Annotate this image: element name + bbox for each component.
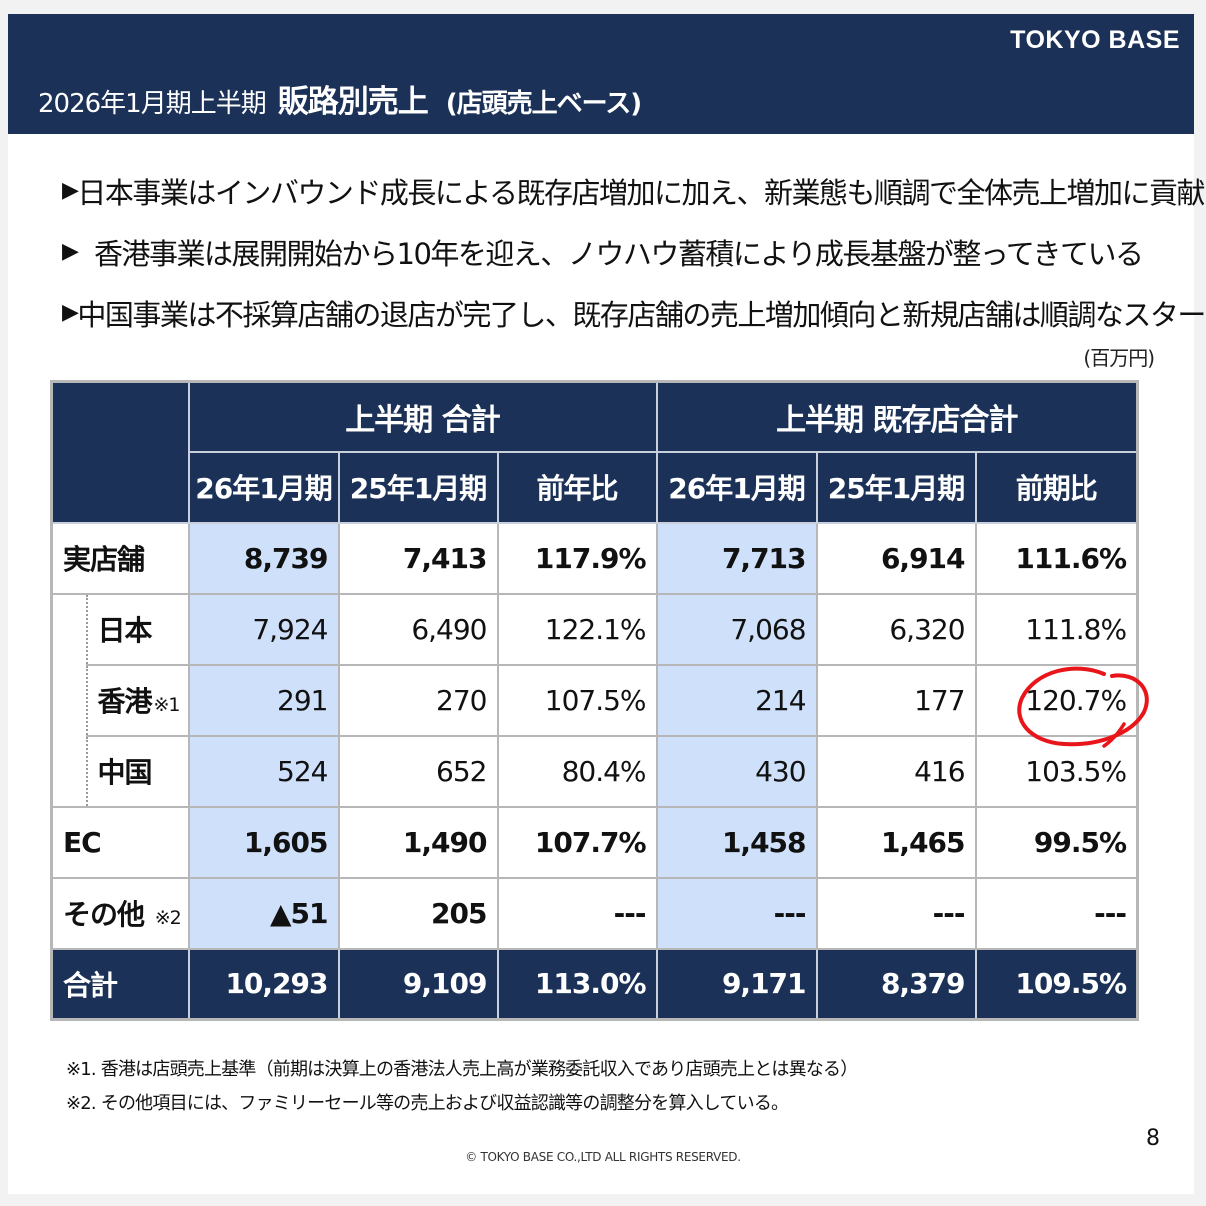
bullet-text: 日本事業はインバウンド成長による既存店増加に加え、新業態も順調で全体売上増加に貢… — [77, 175, 1205, 210]
table-cell: 652 — [337, 734, 499, 808]
table-cell: 9,171 — [655, 947, 818, 1021]
table-cell: 524 — [187, 734, 340, 808]
bullet-item: ▶ 中国事業は不採算店舗の退店が完了し、既存店舗の売上増加傾向と新規店舗は順調な… — [62, 282, 1206, 343]
table-corner-cell — [50, 380, 190, 524]
row-label: 香港 ※1 — [85, 663, 190, 737]
row-label: 中国 — [85, 734, 190, 808]
bullet-text: 香港事業は展開開始から10年を迎え、ノウハウ蓄積により成長基盤が整ってきている — [94, 236, 1144, 271]
table-row: 中国 524 652 80.4% 430 416 103.5% — [52, 734, 1139, 808]
title-main: 販路別売上 — [277, 84, 429, 120]
brand-logo: TOKYO BASE — [1010, 26, 1180, 54]
table-cell: --- — [815, 876, 977, 950]
group-header-total: 上半期 合計 — [187, 380, 658, 453]
table-cell: ▲51 — [187, 876, 340, 950]
column-header: 26年1月期 — [655, 450, 818, 524]
table-cell: --- — [655, 876, 818, 950]
table-cell: 430 — [655, 734, 818, 808]
row-label: 実店舗 — [50, 521, 190, 595]
table-cell: 8,739 — [187, 521, 340, 595]
table-cell: 1,465 — [815, 805, 977, 879]
table-cell: 107.5% — [496, 663, 658, 737]
row-label-text: その他 — [63, 898, 145, 931]
table-cell: 113.0% — [496, 947, 658, 1021]
footnote: ※1. 香港は店頭売上基準（前期は決算上の香港法人売上高が業務委託収入であり店頭… — [66, 1059, 858, 1080]
table-row: 実店舗 8,739 7,413 117.9% 7,713 6,914 111.6… — [50, 521, 1139, 595]
table-cell: 214 — [655, 663, 818, 737]
table-cell: 7,924 — [187, 592, 340, 666]
table-cell: 80.4% — [496, 734, 658, 808]
table-cell: 103.5% — [974, 734, 1139, 808]
table-cell: 6,914 — [815, 521, 977, 595]
table-cell: 109.5% — [974, 947, 1139, 1021]
table-column-header-row: 26年1月期 25年1月期 前年比 26年1月期 25年1月期 前期比 — [52, 450, 1139, 524]
table-cell: --- — [496, 876, 658, 950]
column-header: 前年比 — [496, 450, 658, 524]
indent-spacer — [50, 593, 87, 807]
unit-label: (百万円) — [1083, 346, 1155, 370]
row-label: 日本 — [85, 592, 190, 666]
table-cell: 7,068 — [655, 592, 818, 666]
table-cell: 99.5% — [974, 805, 1139, 879]
table-cell: 291 — [187, 663, 340, 737]
table-cell: 107.7% — [496, 805, 658, 879]
footnote: ※2. その他項目には、ファミリーセール等の売上および収益認識等の調整分を算入し… — [66, 1093, 789, 1114]
footnotes: ※1. 香港は店頭売上基準（前期は決算上の香港法人売上高が業務委託収入であり店頭… — [66, 1056, 858, 1124]
triangle-right-icon: ▶ — [62, 239, 79, 264]
table-cell: 9,109 — [337, 947, 499, 1021]
sales-table: 上半期 合計 上半期 既存店合計 26年1月期 25年1月期 前年比 26年1月… — [50, 380, 1140, 1021]
copyright: © TOKYO BASE CO.,LTD ALL RIGHTS RESERVED… — [465, 1150, 741, 1164]
table-cell: 7,713 — [655, 521, 818, 595]
table-cell: 177 — [815, 663, 977, 737]
header-bar: TOKYO BASE 2026年1月期上半期 販路別売上 (店頭売上ベース) — [8, 14, 1194, 134]
table-row: 日本 7,924 6,490 122.1% 7,068 6,320 111.8% — [50, 592, 1139, 807]
table-cell: 10,293 — [187, 947, 340, 1021]
bullet-list: ▶ 日本事業はインバウンド成長による既存店増加に加え、新業態も順調で全体売上増加… — [62, 160, 1206, 343]
row-label: その他 ※2 — [50, 876, 190, 950]
page-title: 2026年1月期上半期 販路別売上 (店頭売上ベース) — [38, 76, 642, 121]
row-label-text: 香港 — [97, 685, 153, 718]
table-cell: 1,458 — [655, 805, 818, 879]
table-row: EC 1,605 1,490 107.7% 1,458 1,465 99.5% — [50, 805, 1139, 879]
bullet-text: 中国事業は不採算店舗の退店が完了し、既存店舗の売上増加傾向と新規店舗は順調なスタ… — [77, 297, 1206, 332]
table-cell: 7,413 — [337, 521, 499, 595]
row-label: EC — [50, 805, 190, 879]
table-cell: 205 — [337, 876, 499, 950]
table-cell: 122.1% — [496, 592, 658, 666]
title-prefix: 2026年1月期上半期 — [38, 89, 267, 119]
column-header: 25年1月期 — [337, 450, 499, 524]
table-row: 香港 ※1 291 270 107.5% 214 177 120.7% — [52, 663, 1139, 737]
table-cell: 111.8% — [974, 592, 1139, 666]
table-cell: 1,490 — [337, 805, 499, 879]
page-number: 8 — [1146, 1126, 1160, 1151]
title-sub: (店頭売上ベース) — [445, 89, 642, 119]
bullet-item: ▶ 日本事業はインバウンド成長による既存店増加に加え、新業態も順調で全体売上増加… — [62, 160, 1206, 221]
note-mark: ※2 — [154, 907, 182, 929]
table-group-header-row: 上半期 合計 上半期 既存店合計 — [50, 380, 1139, 524]
group-header-existing: 上半期 既存店合計 — [655, 380, 1139, 453]
table-cell: 270 — [337, 663, 499, 737]
table-cell: --- — [974, 876, 1139, 950]
bullet-item: ▶ 香港事業は展開開始から10年を迎え、ノウハウ蓄積により成長基盤が整ってきてい… — [62, 221, 1172, 282]
table-cell: 117.9% — [496, 521, 658, 595]
column-header: 25年1月期 — [815, 450, 977, 524]
table-row: その他 ※2 ▲51 205 --- --- --- --- — [50, 876, 1139, 950]
triangle-right-icon: ▶ — [62, 178, 79, 203]
row-label: 合計 — [50, 947, 190, 1021]
note-mark: ※1 — [153, 694, 181, 716]
column-header: 前期比 — [974, 450, 1139, 524]
table-total-row: 合計 10,293 9,109 113.0% 9,171 8,379 109.5… — [50, 947, 1139, 1021]
table-cell: 1,605 — [187, 805, 340, 879]
table-cell: 111.6% — [974, 521, 1139, 595]
table-cell: 6,320 — [815, 592, 977, 666]
table-cell: 120.7% — [974, 663, 1139, 737]
table-cell: 8,379 — [815, 947, 977, 1021]
triangle-right-icon: ▶ — [62, 300, 79, 325]
table-cell: 6,490 — [337, 592, 499, 666]
column-header: 26年1月期 — [187, 450, 340, 524]
table-cell: 416 — [815, 734, 977, 808]
